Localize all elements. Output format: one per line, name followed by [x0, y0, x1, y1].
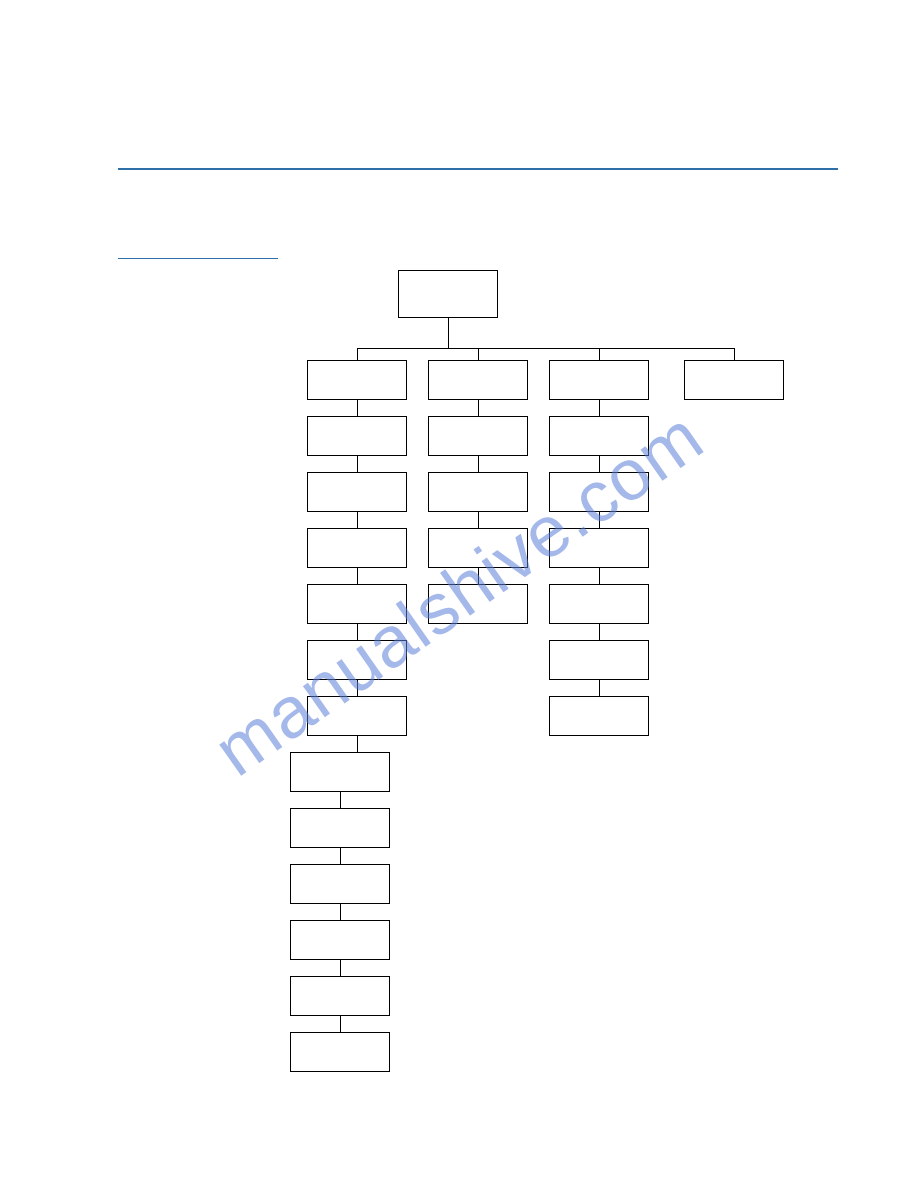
tree-node: [290, 1032, 390, 1072]
tree-edge: [340, 1016, 341, 1032]
tree-edge: [340, 960, 341, 976]
tree-node: [290, 976, 390, 1016]
tree-edge: [357, 680, 358, 696]
tree-node: [307, 584, 407, 624]
tree-edge: [734, 348, 735, 360]
tree-node: [549, 640, 649, 680]
tree-node: [549, 360, 649, 400]
tree-edge: [357, 568, 358, 584]
tree-edge: [357, 456, 358, 472]
tree-node: [307, 640, 407, 680]
tree-edge: [599, 400, 600, 416]
tree-node: [684, 360, 784, 400]
tree-node: [307, 472, 407, 512]
tree-node: [290, 752, 390, 792]
tree-edge: [599, 624, 600, 640]
tree-node: [549, 584, 649, 624]
tree-edge: [478, 400, 479, 416]
tree-edge: [340, 792, 341, 808]
tree-edge: [340, 904, 341, 920]
tree-edge: [478, 512, 479, 528]
tree-edge: [357, 512, 358, 528]
tree-node: [290, 864, 390, 904]
tree-node: [398, 270, 498, 318]
tree-diagram: [0, 0, 918, 1188]
tree-edge: [357, 624, 358, 640]
tree-node: [307, 360, 407, 400]
tree-edge: [599, 568, 600, 584]
tree-node: [290, 808, 390, 848]
tree-node: [307, 696, 407, 736]
tree-node: [428, 472, 528, 512]
tree-edge: [599, 456, 600, 472]
tree-edge: [357, 736, 358, 752]
tree-edge: [478, 456, 479, 472]
tree-edge: [599, 512, 600, 528]
tree-node: [307, 416, 407, 456]
tree-node: [307, 528, 407, 568]
tree-node: [549, 696, 649, 736]
tree-edge: [478, 348, 479, 360]
tree-edge: [357, 348, 734, 349]
tree-edge: [448, 318, 449, 348]
tree-edge: [340, 848, 341, 864]
tree-edge: [599, 348, 600, 360]
tree-node: [549, 416, 649, 456]
tree-node: [290, 920, 390, 960]
tree-node: [549, 472, 649, 512]
tree-edge: [357, 400, 358, 416]
tree-edge: [599, 680, 600, 696]
tree-node: [549, 528, 649, 568]
tree-node: [428, 360, 528, 400]
tree-edge: [357, 348, 358, 360]
tree-node: [428, 528, 528, 568]
tree-edge: [478, 568, 479, 584]
tree-node: [428, 416, 528, 456]
tree-node: [428, 584, 528, 624]
